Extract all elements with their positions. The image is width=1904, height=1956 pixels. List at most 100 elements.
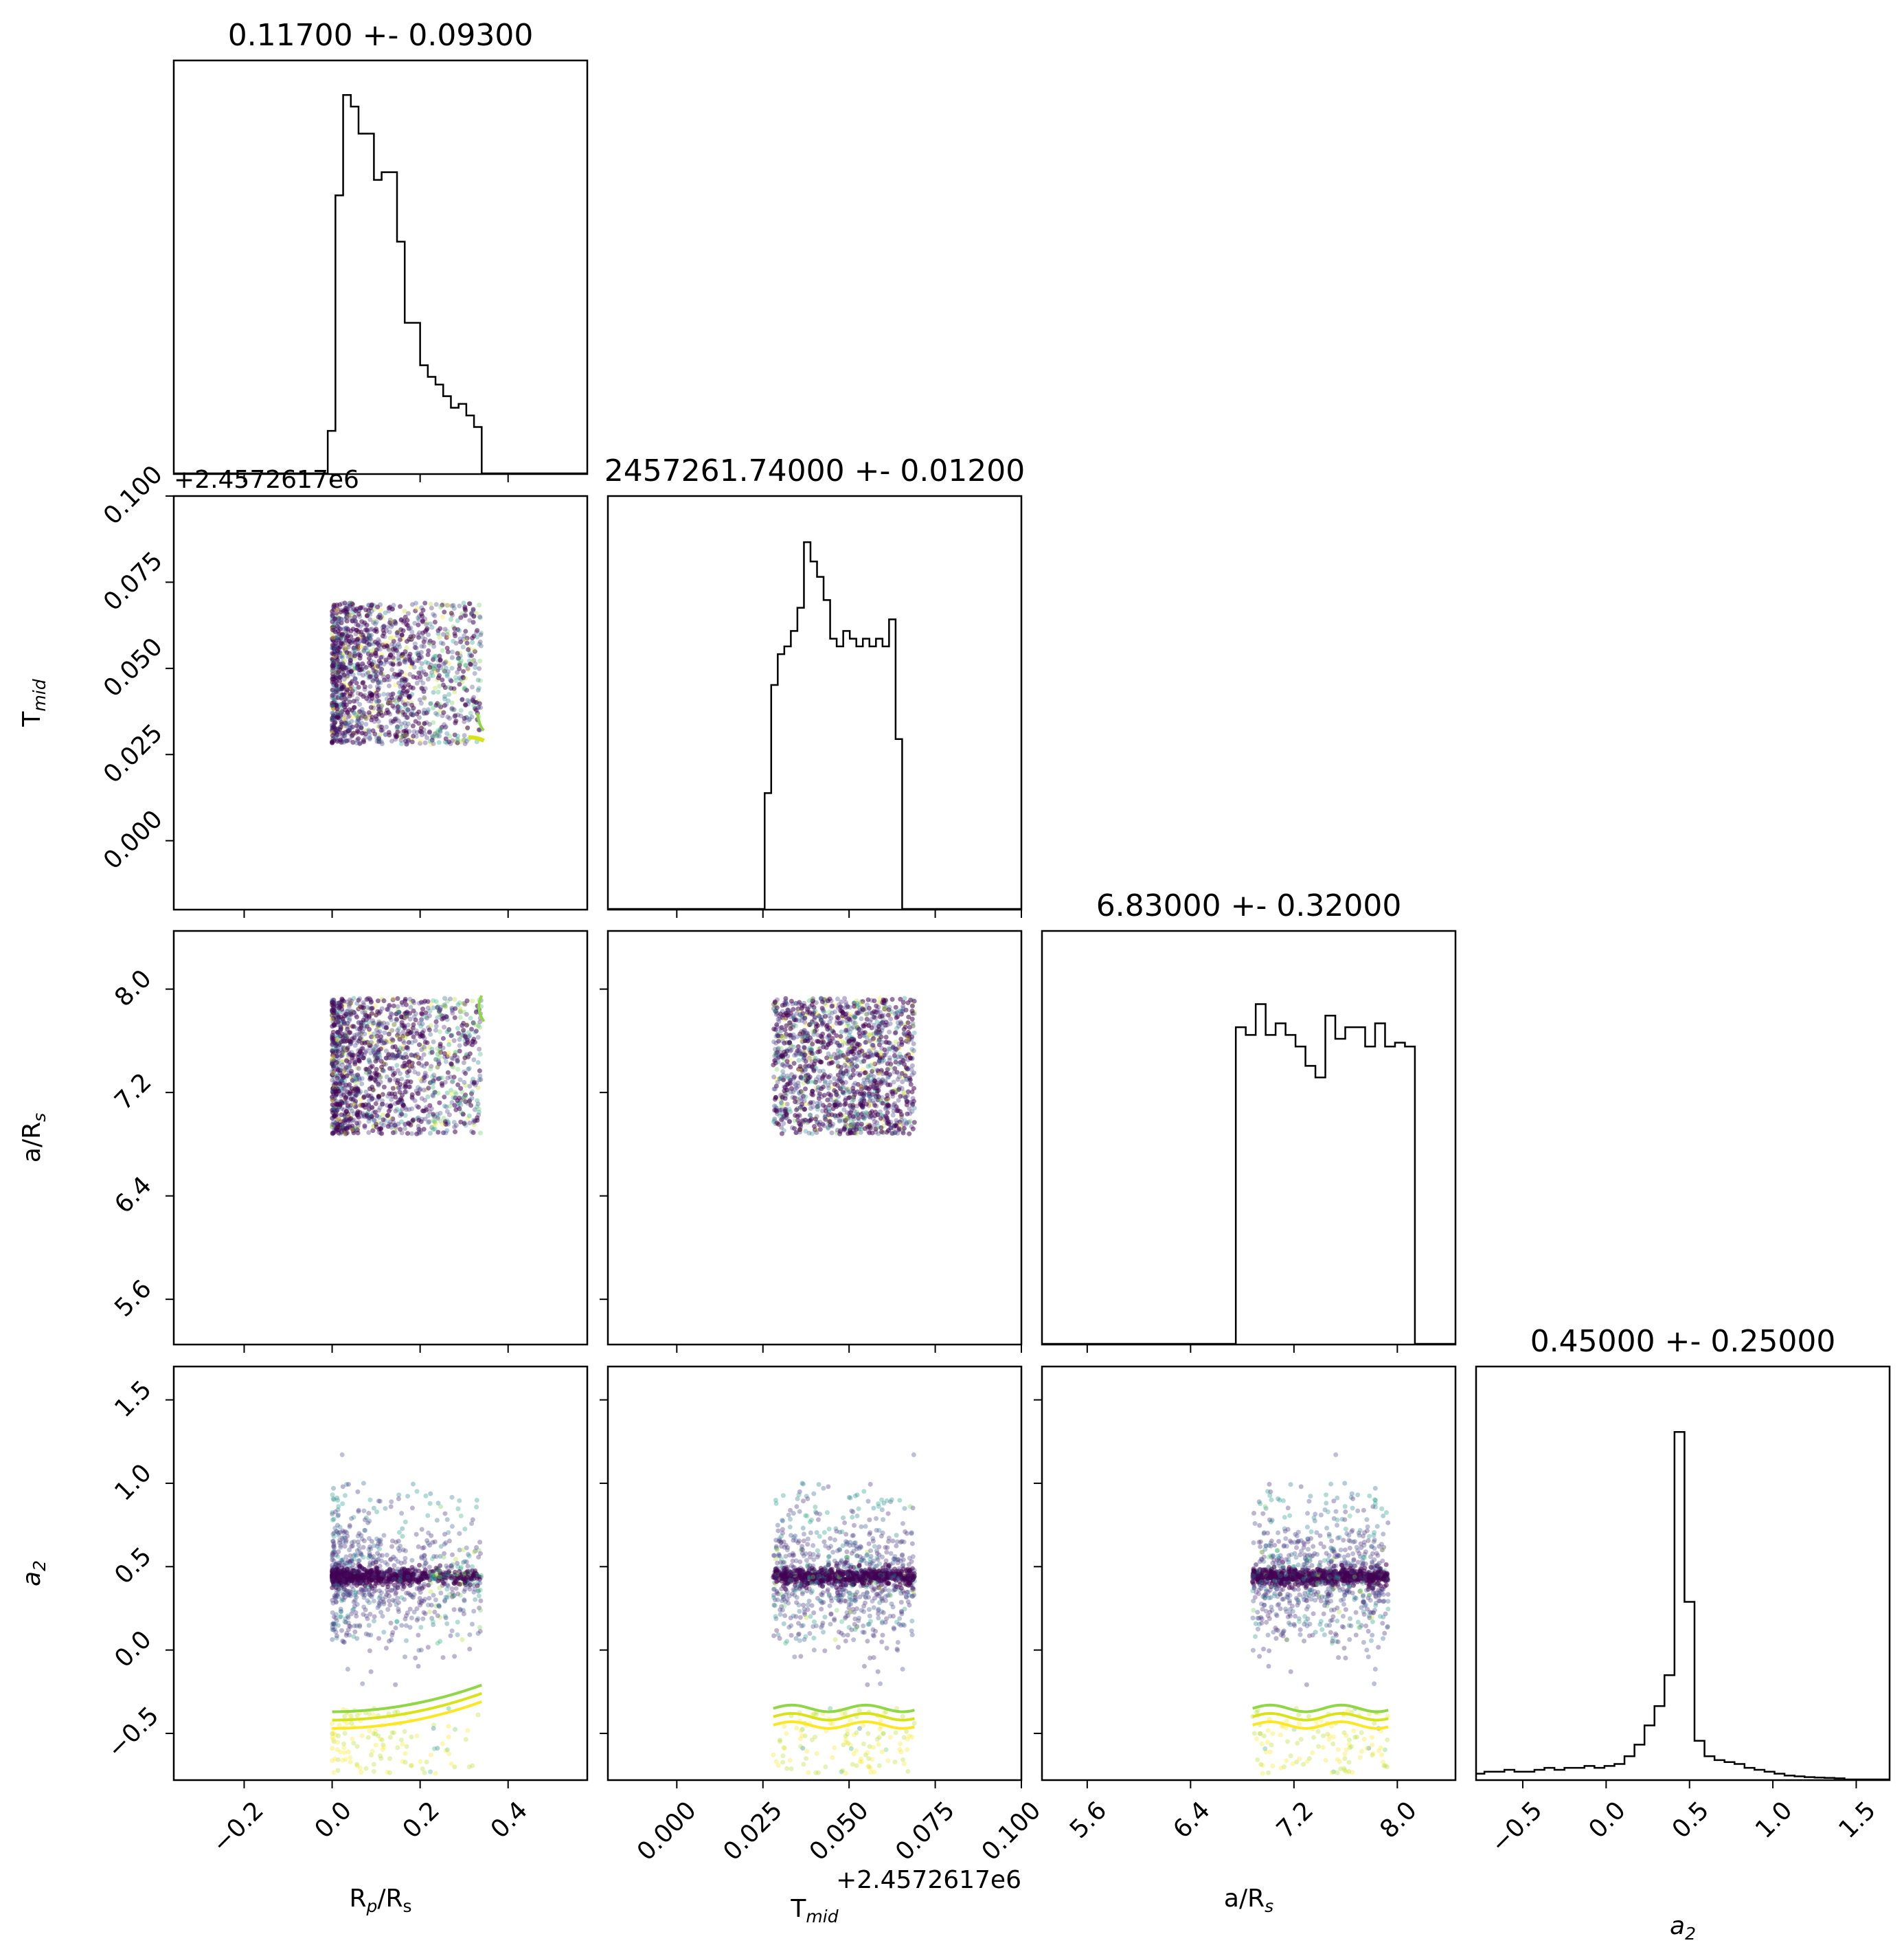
scatter-point — [384, 1552, 389, 1558]
scatter-point — [449, 666, 455, 671]
scatter-point — [456, 1031, 462, 1036]
scatter-point — [347, 1002, 352, 1007]
scatter-point — [394, 644, 400, 650]
scatter-point — [365, 1616, 370, 1621]
scatter-point — [335, 1529, 340, 1535]
scatter-point — [359, 709, 364, 715]
scatter-point — [337, 1525, 343, 1530]
scatter-point — [330, 1600, 336, 1606]
scatter-point — [341, 1050, 347, 1056]
scatter-point — [354, 1763, 360, 1768]
scatter-point — [388, 1011, 394, 1016]
scatter-point — [409, 1505, 415, 1511]
scatter-point — [453, 678, 459, 684]
scatter-point — [452, 1015, 457, 1020]
scatter-point — [352, 1104, 358, 1110]
scatter-point — [385, 1123, 391, 1129]
scatter-point — [369, 1076, 374, 1081]
scatter-point — [389, 1632, 395, 1638]
scatter-point — [378, 1736, 383, 1742]
scatter-point — [389, 739, 395, 744]
scatter-point — [401, 1103, 407, 1108]
scatter-point — [891, 1079, 896, 1085]
scatter-point — [435, 1057, 441, 1063]
scatter-point — [424, 1760, 429, 1765]
scatter-point — [330, 1627, 335, 1632]
scatter-point — [462, 1598, 467, 1604]
scatter-point — [414, 605, 420, 611]
scatter-point — [349, 1558, 354, 1564]
scatter-point — [368, 642, 374, 647]
scatter-point — [474, 1505, 479, 1510]
scatter-point — [376, 1541, 381, 1547]
scatter-point — [371, 1047, 376, 1053]
scatter-point — [333, 691, 339, 697]
scatter-point — [380, 1572, 385, 1577]
scatter-point — [395, 1585, 400, 1590]
scatter-point — [410, 1595, 416, 1600]
scatter-point — [383, 1048, 389, 1054]
scatter-point — [367, 1544, 373, 1549]
scatter-point — [348, 657, 353, 663]
scatter-point — [367, 1648, 372, 1654]
contour-line — [332, 1683, 482, 1713]
scatter-point — [420, 1007, 426, 1012]
scatter-point — [429, 1602, 434, 1608]
scatter-point — [376, 679, 382, 684]
scatter-point — [351, 645, 356, 651]
scatter-point — [455, 712, 461, 718]
scatter-point — [407, 1592, 413, 1597]
scatter-point — [428, 1023, 433, 1028]
scatter-point — [441, 1130, 446, 1136]
scatter-point — [336, 1127, 341, 1132]
scatter-point — [368, 999, 374, 1004]
scatter-point — [330, 1627, 336, 1632]
scatter-point — [437, 635, 442, 640]
scatter-point — [439, 725, 444, 730]
scatter-point — [360, 1587, 365, 1593]
scatter-point — [360, 713, 365, 719]
scatter-point — [339, 1112, 344, 1118]
scatter-point — [418, 1600, 424, 1606]
scatter-point — [348, 725, 353, 730]
x-tick-label: −0.2 — [207, 1796, 269, 1858]
scatter-point — [449, 1586, 455, 1591]
scatter-point — [431, 666, 437, 672]
scatter-point — [353, 608, 359, 614]
scatter-point — [390, 651, 396, 656]
scatter-point — [390, 1037, 396, 1043]
scatter-point — [376, 1498, 381, 1504]
scatter-point — [330, 627, 335, 633]
scatter-point — [351, 1599, 356, 1604]
scatter-point — [377, 1553, 383, 1558]
scatter-point — [418, 741, 423, 746]
scatter-point — [477, 1073, 483, 1079]
scatter-point — [431, 741, 436, 746]
scatter-point — [467, 1586, 473, 1592]
scatter-point — [434, 1112, 440, 1117]
scatter-point — [334, 1633, 339, 1639]
scatter-point — [343, 1536, 348, 1541]
scatter-point — [367, 1006, 373, 1011]
scatter-point — [416, 651, 421, 656]
scatter-point — [469, 653, 475, 658]
scatter-point — [444, 1586, 450, 1592]
scatter-point — [433, 710, 438, 716]
scatter-point — [460, 1001, 466, 1007]
scatter-point — [330, 729, 335, 734]
scatter-point — [387, 1066, 393, 1071]
scatter-point — [385, 1113, 390, 1118]
scatter-point — [345, 710, 350, 716]
scatter-point — [373, 1581, 378, 1586]
scatter-point — [431, 1127, 436, 1132]
scatter-point — [335, 1593, 340, 1598]
scatter-point — [435, 1116, 440, 1121]
scatter-point — [477, 615, 483, 620]
scatter-point — [405, 1070, 410, 1075]
scatter-point — [419, 1598, 424, 1604]
scatter-point — [462, 605, 468, 610]
scatter-point — [406, 626, 411, 631]
scatter-point — [455, 1632, 460, 1638]
scatter-point — [371, 1543, 376, 1549]
scatter-point — [336, 1533, 341, 1538]
